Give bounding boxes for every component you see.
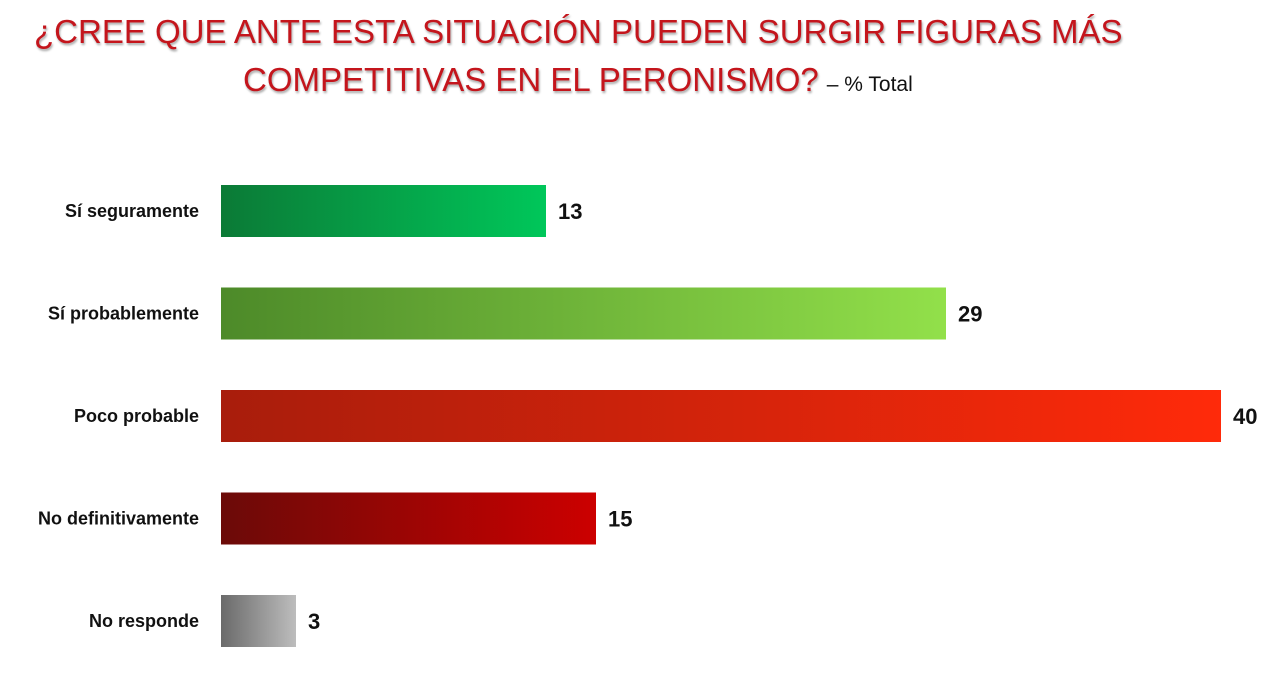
chart-title-line2-text: COMPETITIVAS EN EL PERONISMO? bbox=[243, 61, 819, 98]
bar-2 bbox=[221, 390, 1221, 442]
bar-0 bbox=[221, 185, 546, 237]
value-label-3: 15 bbox=[608, 507, 632, 532]
category-label-4: No responde bbox=[89, 611, 199, 631]
bar-1 bbox=[221, 287, 946, 340]
value-label-4: 3 bbox=[308, 609, 320, 634]
value-label-2: 40 bbox=[1233, 404, 1257, 429]
category-label-3: No definitivamente bbox=[38, 509, 199, 529]
chart-title-line1: ¿CREE QUE ANTE ESTA SITUACIÓN PUEDEN SUR… bbox=[34, 13, 1123, 50]
chart-title-line2: COMPETITIVAS EN EL PERONISMO? – % Total bbox=[243, 60, 1280, 105]
category-label-1: Sí probablemente bbox=[48, 304, 199, 324]
category-label-0: Sí seguramente bbox=[65, 201, 199, 221]
value-label-0: 13 bbox=[558, 199, 582, 224]
value-label-1: 29 bbox=[958, 302, 982, 327]
bar-3 bbox=[221, 492, 596, 545]
chart-subtitle: – % Total bbox=[826, 73, 913, 96]
category-label-2: Poco probable bbox=[74, 406, 199, 426]
bar-4 bbox=[221, 595, 296, 647]
